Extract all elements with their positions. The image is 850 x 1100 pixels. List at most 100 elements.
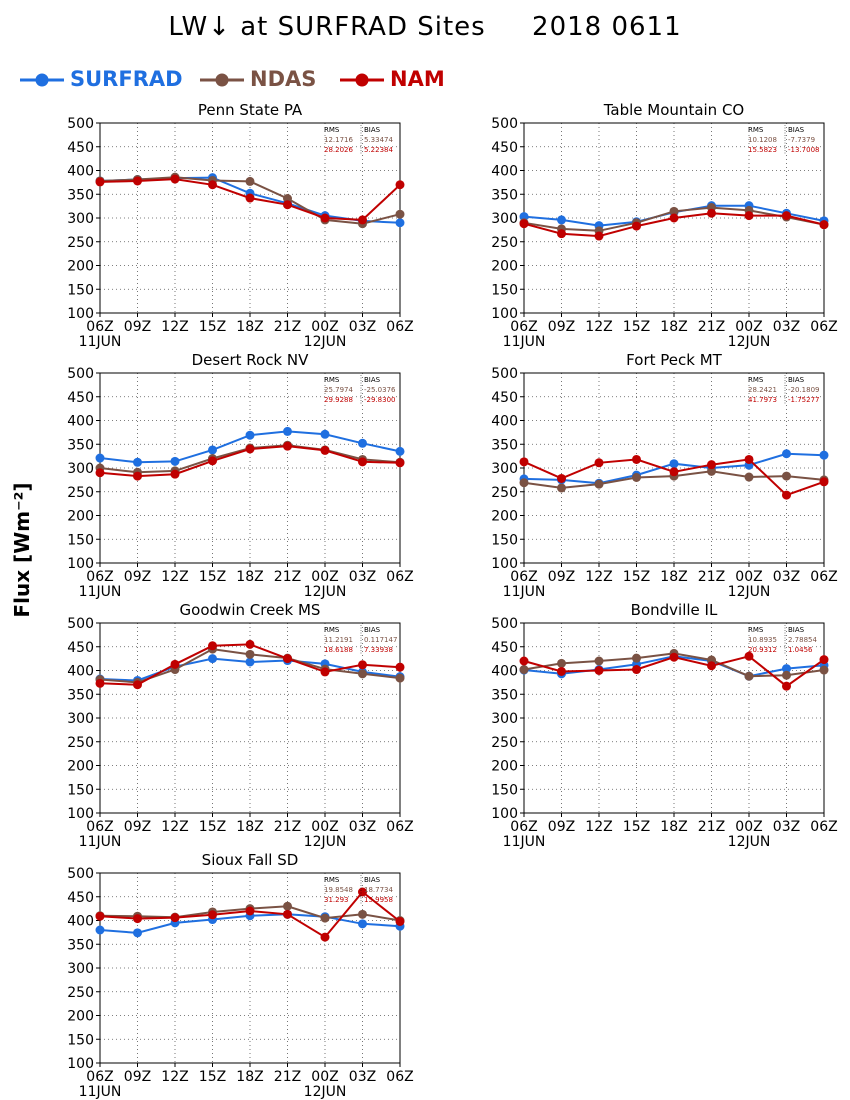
y-tick-label: 100 xyxy=(491,556,518,572)
x-tick-label: 12Z xyxy=(161,1069,188,1085)
x-tick-label: 06Z xyxy=(810,319,837,335)
chart-panel-6: Bondville IL 100 150 200 250 300 350 400 450 500 0… xyxy=(491,601,837,850)
data-point-ndas xyxy=(632,473,641,482)
stats-ndas-bias: -7.7379 xyxy=(788,136,815,144)
data-point-nam xyxy=(358,660,367,670)
data-point-ndas xyxy=(519,665,529,675)
stats-nam-bias: 1.0456 xyxy=(788,646,813,654)
data-point-nam xyxy=(170,913,180,923)
data-point-ndas xyxy=(819,665,829,675)
y-tick-label: 450 xyxy=(67,390,94,406)
data-point-nam xyxy=(395,662,405,672)
y-tick-label: 400 xyxy=(491,664,518,680)
data-point-ndas xyxy=(519,478,529,488)
y-tick-label: 450 xyxy=(491,640,518,656)
y-tick-label: 400 xyxy=(67,664,94,680)
chart-title: Goodwin Creek MS xyxy=(180,601,321,619)
y-tick-label: 300 xyxy=(67,461,94,477)
y-tick-label: 300 xyxy=(491,711,518,727)
data-point-nam xyxy=(519,219,529,229)
stats-ndas-bias: 18.7734 xyxy=(364,886,393,894)
data-point-ndas xyxy=(395,209,405,219)
y-tick-label: 500 xyxy=(67,866,94,882)
x-tick-label: 06Z xyxy=(510,569,537,585)
x-tick-label: 21Z xyxy=(698,319,725,335)
y-tick-label: 450 xyxy=(67,640,94,656)
data-point-nam xyxy=(95,678,105,688)
data-point-ndas xyxy=(358,909,367,919)
y-tick-label: 300 xyxy=(491,211,518,227)
data-point-nam xyxy=(669,652,679,662)
stats-header-rms: RMS xyxy=(748,126,764,134)
legend-label-ndas: NDAS xyxy=(250,67,317,91)
stats-nam-rms: 29.9288 xyxy=(324,396,353,404)
x-tick-label: 15Z xyxy=(623,569,650,585)
data-point-surfrad xyxy=(95,925,105,935)
chart-panel-4: Fort Peck MT 100 150 200 250 300 350 400 450 500 0… xyxy=(491,351,837,600)
y-tick-label: 250 xyxy=(67,985,94,1001)
data-point-nam xyxy=(245,906,255,916)
y-tick-label: 300 xyxy=(67,211,94,227)
x-tick-label: 12Z xyxy=(161,569,188,585)
x-tick-label: 06Z xyxy=(386,1069,413,1085)
data-point-ndas xyxy=(744,671,754,681)
x-date-label-start: 11JUN xyxy=(79,334,122,350)
chart-panel-5: Goodwin Creek MS 100 150 200 250 300 350 400 450… xyxy=(67,601,413,850)
stats-nam-rms: 18.6188 xyxy=(324,646,353,654)
data-point-nam xyxy=(744,211,754,221)
y-tick-label: 200 xyxy=(491,509,518,525)
data-point-nam xyxy=(170,659,180,669)
data-point-surfrad xyxy=(208,654,217,664)
data-point-nam xyxy=(283,654,292,664)
y-tick-label: 400 xyxy=(67,914,94,930)
data-point-nam xyxy=(632,454,641,464)
x-tick-label: 00Z xyxy=(311,819,338,835)
x-date-label-start: 11JUN xyxy=(503,334,546,350)
data-point-surfrad xyxy=(133,457,142,467)
data-point-surfrad xyxy=(669,459,679,469)
x-tick-label: 18Z xyxy=(236,569,263,585)
legend-swatch-surfrad xyxy=(20,73,64,87)
stats-nam-bias: 15.9958 xyxy=(364,896,393,904)
stats-header-rms: RMS xyxy=(324,876,340,884)
x-tick-label: 15Z xyxy=(623,819,650,835)
data-point-nam xyxy=(208,641,217,651)
y-tick-label: 450 xyxy=(67,140,94,156)
y-tick-label: 100 xyxy=(67,306,94,322)
data-point-nam xyxy=(594,666,604,675)
x-date-label-mid: 12JUN xyxy=(304,834,347,850)
data-point-nam xyxy=(557,229,566,239)
data-point-nam xyxy=(245,639,255,649)
y-tick-label: 150 xyxy=(67,1032,94,1048)
y-tick-label: 500 xyxy=(67,366,94,382)
x-tick-label: 15Z xyxy=(199,1069,226,1085)
y-tick-label: 500 xyxy=(491,366,518,382)
stats-nam-bias: -29.8300 xyxy=(364,396,395,404)
x-tick-label: 18Z xyxy=(236,1069,263,1085)
data-point-ndas xyxy=(320,913,330,923)
y-tick-label: 150 xyxy=(491,532,518,548)
x-tick-label: 18Z xyxy=(236,819,263,835)
chart-title: Desert Rock NV xyxy=(192,351,309,369)
data-point-ndas xyxy=(358,669,367,679)
x-date-label-mid: 12JUN xyxy=(304,334,347,350)
data-point-surfrad xyxy=(557,215,566,225)
stats-header-rms: RMS xyxy=(324,126,340,134)
data-point-nam xyxy=(519,656,529,666)
data-point-nam xyxy=(208,456,217,466)
stats-header-rms: RMS xyxy=(748,626,764,634)
y-tick-label: 100 xyxy=(67,1056,94,1072)
data-point-nam xyxy=(95,911,105,921)
y-tick-label: 400 xyxy=(67,414,94,430)
x-tick-label: 21Z xyxy=(698,819,725,835)
y-tick-label: 500 xyxy=(491,116,518,132)
y-tick-label: 100 xyxy=(491,806,518,822)
stats-ndas-rms: 10.1208 xyxy=(748,136,777,144)
data-point-nam xyxy=(819,477,829,487)
x-tick-label: 06Z xyxy=(86,569,113,585)
x-date-label-start: 11JUN xyxy=(503,584,546,600)
data-point-nam xyxy=(245,193,255,203)
y-tick-label: 400 xyxy=(67,164,94,180)
legend-item-surfrad: SURFRAD xyxy=(18,66,183,94)
x-date-label-mid: 12JUN xyxy=(728,334,771,350)
